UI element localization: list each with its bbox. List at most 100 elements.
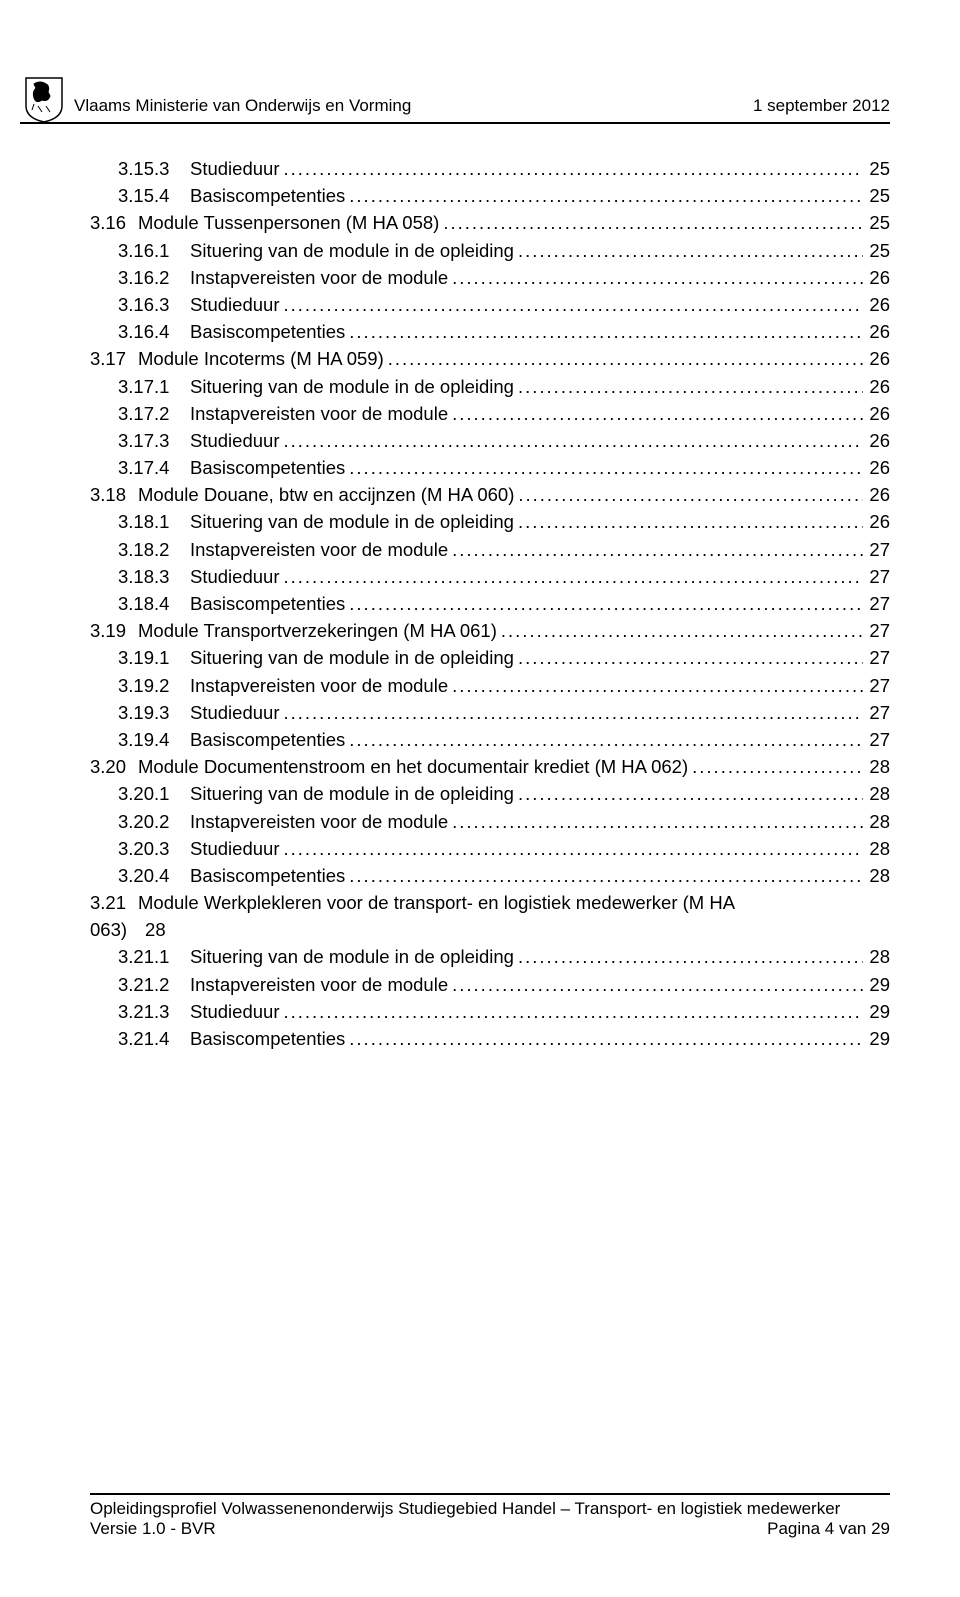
toc-entry: 3.16.1Situering van de module in de ople… — [90, 237, 890, 264]
toc-entry: 3.21.3Studieduur 29 — [90, 998, 890, 1025]
toc-page-number: 27 — [867, 536, 890, 563]
footer-line1: Opleidingsprofiel Volwassenenonderwijs S… — [90, 1499, 890, 1519]
toc-number: 3.18.4 — [118, 590, 190, 617]
toc-title: Situering van de module in de opleiding — [190, 373, 514, 400]
toc-leader-dots — [452, 264, 863, 291]
toc-leader-dots — [452, 536, 863, 563]
toc-title: Studieduur — [190, 291, 279, 318]
toc-number: 3.19.4 — [118, 726, 190, 753]
toc-entry: 3.19Module Transportverzekeringen (M HA … — [90, 617, 890, 644]
toc-page-number: 27 — [867, 672, 890, 699]
toc-leader-dots — [518, 373, 863, 400]
page-header: Vlaams Ministerie van Onderwijs en Vormi… — [20, 60, 890, 124]
toc-title: Module Tussenpersonen (M HA 058) — [138, 209, 439, 236]
toc-leader-dots — [452, 672, 863, 699]
toc-title: Situering van de module in de opleiding — [190, 780, 514, 807]
toc-title: Basiscompetenties — [190, 726, 345, 753]
toc-entry: 3.17.4Basiscompetenties 26 — [90, 454, 890, 481]
toc-leader-dots — [518, 481, 863, 508]
toc-entry: 3.16.2Instapvereisten voor de module 26 — [90, 264, 890, 291]
toc-number: 3.20.2 — [118, 808, 190, 835]
toc-page-number: 26 — [867, 291, 890, 318]
toc-leader-dots — [349, 454, 863, 481]
toc-number: 3.17 — [90, 345, 138, 372]
toc-number: 3.19.2 — [118, 672, 190, 699]
toc-leader-dots — [349, 862, 863, 889]
toc-page-number: 26 — [867, 400, 890, 427]
toc-number: 3.21.3 — [118, 998, 190, 1025]
toc-page-number: 27 — [867, 617, 890, 644]
toc-title: Basiscompetenties — [190, 1025, 345, 1052]
toc-entry: 3.17.1Situering van de module in de ople… — [90, 373, 890, 400]
toc-entry: 3.19.1Situering van de module in de ople… — [90, 644, 890, 671]
toc-title: Studieduur — [190, 835, 279, 862]
toc-leader-dots — [518, 644, 863, 671]
toc-number: 3.20 — [90, 753, 138, 780]
header-date: 1 september 2012 — [753, 96, 890, 116]
toc-leader-dots — [283, 835, 863, 862]
toc-entry: 3.18Module Douane, btw en accijnzen (M H… — [90, 481, 890, 508]
toc-leader-dots — [349, 726, 863, 753]
toc-page-number: 27 — [867, 590, 890, 617]
toc-title: Instapvereisten voor de module — [190, 971, 448, 998]
toc-title: Basiscompetenties — [190, 318, 345, 345]
toc-entry: 3.17.3Studieduur 26 — [90, 427, 890, 454]
toc-number: 3.17.1 — [118, 373, 190, 400]
toc-page-number: 29 — [867, 998, 890, 1025]
toc-title: Situering van de module in de opleiding — [190, 943, 514, 970]
toc-page-number: 26 — [867, 427, 890, 454]
toc-entry: 3.16.3Studieduur 26 — [90, 291, 890, 318]
toc-title: Studieduur — [190, 563, 279, 590]
header-ministry: Vlaams Ministerie van Onderwijs en Vormi… — [74, 96, 411, 116]
toc-title: Basiscompetenties — [190, 590, 345, 617]
toc-entry: 3.20.2Instapvereisten voor de module 28 — [90, 808, 890, 835]
toc-page-number: 26 — [867, 318, 890, 345]
toc-page-number: 28 — [867, 753, 890, 780]
toc-page-number: 27 — [867, 726, 890, 753]
toc-number: 3.21 — [90, 889, 138, 916]
toc-number: 3.18.1 — [118, 508, 190, 535]
toc-title: Studieduur — [190, 155, 279, 182]
toc-leader-dots — [283, 155, 863, 182]
toc-page-number: 28 — [867, 808, 890, 835]
toc-leader-dots — [443, 209, 863, 236]
toc-title: Module Incoterms (M HA 059) — [138, 345, 384, 372]
toc-number: 3.21.4 — [118, 1025, 190, 1052]
toc-leader-dots — [501, 617, 864, 644]
toc-leader-dots — [518, 237, 863, 264]
toc-title: Module Documentenstroom en het documenta… — [138, 753, 688, 780]
toc-page-number: 28 — [867, 943, 890, 970]
toc-page-number: 25 — [867, 155, 890, 182]
toc-leader-dots — [452, 400, 863, 427]
toc-leader-dots — [692, 753, 863, 780]
toc-number: 3.20.3 — [118, 835, 190, 862]
toc-entry: 3.19.3Studieduur 27 — [90, 699, 890, 726]
toc-leader-dots — [283, 699, 863, 726]
toc-title: Situering van de module in de opleiding — [190, 508, 514, 535]
toc-page-number: 26 — [867, 345, 890, 372]
toc-number: 3.21.2 — [118, 971, 190, 998]
toc-entry: 3.21.1Situering van de module in de ople… — [90, 943, 890, 970]
toc-title: Instapvereisten voor de module — [190, 536, 448, 563]
toc-page-number: 25 — [867, 209, 890, 236]
toc-entry: 3.21.2Instapvereisten voor de module 29 — [90, 971, 890, 998]
toc-page-number: 26 — [867, 264, 890, 291]
toc-entry: 3.15.3Studieduur 25 — [90, 155, 890, 182]
toc-page-number: 28 — [867, 780, 890, 807]
toc-number: 3.17.3 — [118, 427, 190, 454]
toc-number: 3.18.2 — [118, 536, 190, 563]
toc-page-number: 29 — [867, 971, 890, 998]
toc-page-number: 28 — [867, 835, 890, 862]
toc-title: Studieduur — [190, 998, 279, 1025]
toc-entry: 3.18.4Basiscompetenties 27 — [90, 590, 890, 617]
toc-entry: 3.15.4Basiscompetenties 25 — [90, 182, 890, 209]
toc-page-number: 25 — [867, 182, 890, 209]
toc-number: 3.17.2 — [118, 400, 190, 427]
toc-leader-dots — [283, 563, 863, 590]
toc-page-number: 26 — [867, 454, 890, 481]
toc-content: 3.15.3Studieduur 253.15.4Basiscompetenti… — [90, 155, 890, 1052]
page-footer: Opleidingsprofiel Volwassenenonderwijs S… — [90, 1493, 890, 1539]
toc-entry: 3.18.2Instapvereisten voor de module 27 — [90, 536, 890, 563]
flanders-lion-logo — [20, 64, 68, 124]
toc-page-number: 26 — [867, 508, 890, 535]
